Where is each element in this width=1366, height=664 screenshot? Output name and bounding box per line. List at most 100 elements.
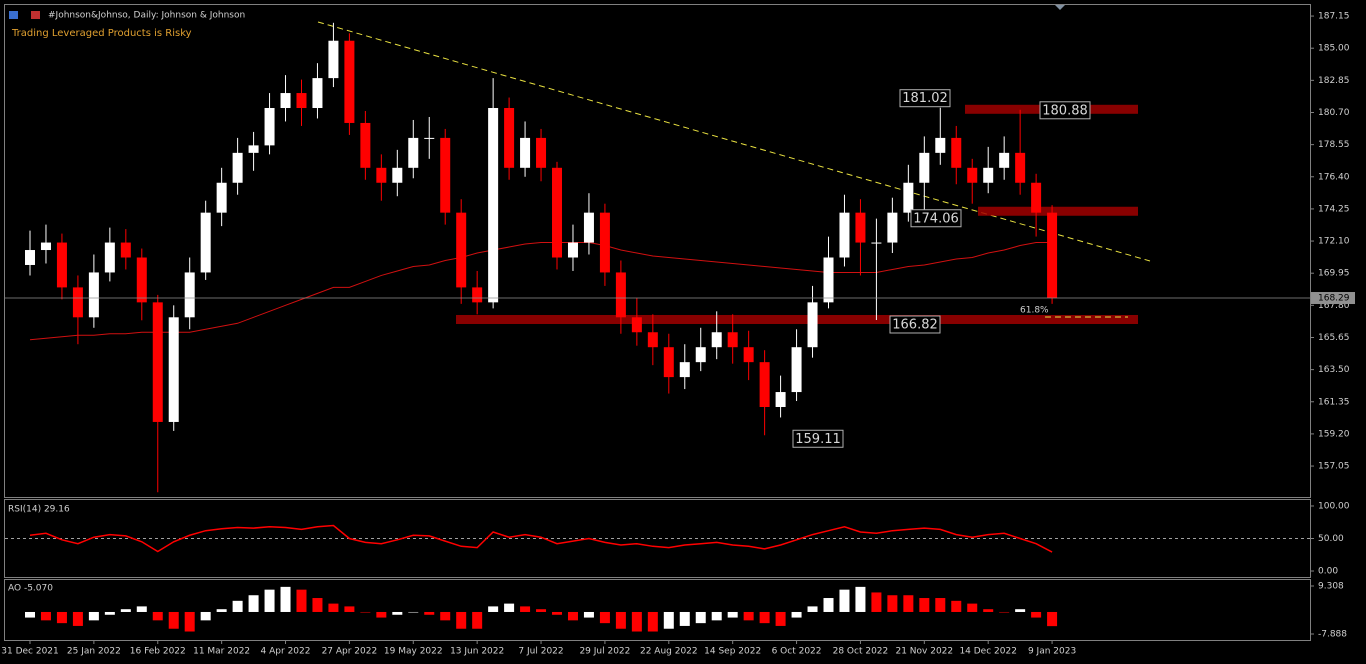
- ao-bar: [1047, 611, 1058, 627]
- candle-body: [136, 257, 147, 303]
- ao-bar: [743, 611, 754, 621]
- ao-bar: [184, 611, 195, 632]
- ao-bar: [104, 611, 115, 615]
- fib-label: 61.8%: [1020, 305, 1049, 315]
- x-tick-label: 19 May 2022: [384, 647, 443, 657]
- candle-body: [488, 108, 499, 303]
- x-tick-label: 27 Apr 2022: [322, 647, 378, 657]
- y-tick-label: 178.55: [1318, 140, 1350, 150]
- candle-body: [40, 242, 51, 251]
- ao-bar: [935, 598, 946, 612]
- icon[interactable]: [31, 11, 40, 19]
- ao-bar: [631, 611, 642, 632]
- ao-bar: [615, 611, 626, 629]
- ao-bar: [520, 606, 531, 612]
- ao-bar: [647, 611, 658, 632]
- candle-body: [248, 145, 259, 153]
- y-tick-label: 0.00: [1318, 567, 1338, 577]
- ao-bar: [983, 609, 994, 612]
- candle-body: [344, 40, 355, 123]
- y-tick-label: 182.85: [1318, 76, 1350, 86]
- icon[interactable]: [9, 11, 18, 19]
- y-tick-label: 167.80: [1318, 301, 1350, 311]
- ao-bar: [312, 598, 323, 612]
- candle-body: [647, 332, 658, 348]
- candle-body: [536, 137, 547, 168]
- price-label-box: [899, 89, 951, 108]
- moving-average: [29, 242, 1053, 341]
- candle-body: [631, 317, 642, 333]
- ao-bar: [440, 611, 451, 621]
- candle-body: [88, 272, 99, 318]
- candle-body: [775, 392, 786, 408]
- ao-bar: [408, 611, 419, 613]
- ao-bar: [807, 606, 818, 612]
- candle-body: [823, 257, 834, 303]
- ao-bar: [1015, 609, 1026, 612]
- ao-bar: [759, 611, 770, 624]
- ao-bar: [376, 611, 387, 618]
- candle-body: [472, 287, 483, 303]
- candle-body: [663, 347, 674, 378]
- ao-bar: [360, 611, 371, 613]
- candle-body: [152, 302, 163, 422]
- ao-bar: [663, 611, 674, 629]
- trend-line: [317, 21, 1151, 262]
- candle-body: [583, 212, 594, 243]
- ao-bar: [951, 600, 962, 612]
- candle-body: [328, 40, 339, 79]
- candle-body: [440, 137, 451, 213]
- y-tick-label: 169.95: [1318, 269, 1350, 279]
- price-label: 159.11: [795, 432, 841, 447]
- ao-bar: [456, 611, 467, 629]
- candle-body: [312, 78, 323, 109]
- y-tick-label: 176.40: [1318, 172, 1350, 182]
- ao-bar: [248, 595, 259, 612]
- ao-bar: [472, 611, 483, 629]
- candle-body: [839, 212, 850, 258]
- ao-bar: [871, 592, 882, 612]
- risk-warning: Trading Leveraged Products is Risky: [11, 28, 192, 39]
- ao-bar: [552, 611, 563, 615]
- candle-body: [120, 242, 131, 258]
- ao-bar: [504, 603, 515, 612]
- rsi-title: RSI(14) 29.16: [8, 505, 70, 515]
- candle-body: [72, 287, 83, 318]
- candle-body: [104, 242, 115, 273]
- candle-body: [456, 212, 467, 288]
- zone: [456, 314, 1138, 324]
- y-tick-label: 185.00: [1318, 44, 1350, 54]
- candle-body: [424, 137, 435, 139]
- candle-body: [184, 272, 195, 318]
- candle-body: [1015, 152, 1026, 183]
- ao-bar: [855, 586, 866, 612]
- ao-bar: [599, 611, 610, 624]
- zone: [978, 206, 1138, 216]
- ao-bar: [1031, 611, 1042, 618]
- ao-bar: [25, 611, 35, 618]
- candle-body: [711, 332, 722, 348]
- candle-body: [520, 137, 531, 168]
- candle-body: [392, 167, 403, 183]
- candle-body: [999, 152, 1010, 168]
- ao-bar: [967, 603, 978, 612]
- ao-bar: [711, 611, 722, 621]
- candle-body: [504, 108, 515, 168]
- ao-bar: [695, 611, 706, 624]
- x-tick-label: 16 Feb 2022: [130, 647, 186, 657]
- ao-bar: [903, 595, 914, 612]
- ao-bar: [727, 611, 738, 618]
- ao-bar: [919, 598, 930, 612]
- candle-body: [552, 167, 563, 258]
- x-tick-label: 28 Oct 2022: [833, 647, 889, 657]
- x-tick-label: 13 Jun 2022: [450, 647, 504, 657]
- y-tick-label: 9.308: [1318, 582, 1344, 592]
- candle-body: [56, 242, 67, 288]
- ao-bar: [280, 586, 291, 612]
- ao-bar: [56, 611, 67, 624]
- y-tick-label: 50.00: [1318, 534, 1344, 544]
- ao-bar: [88, 611, 99, 621]
- ao-bar: [328, 603, 339, 612]
